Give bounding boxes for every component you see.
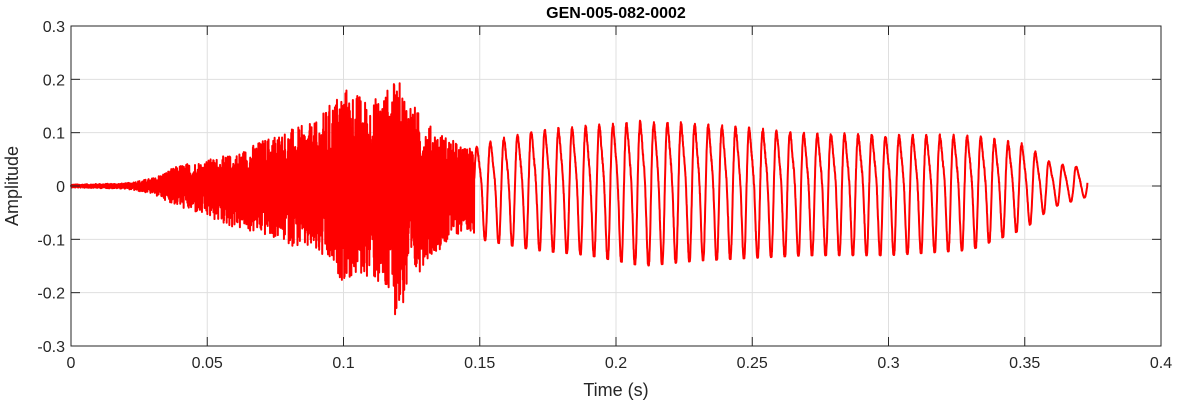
waveform-line [70, 82, 1089, 316]
x-tick-label: 0.35 [1009, 355, 1040, 372]
chart-title: GEN-005-082-0002 [546, 5, 686, 22]
tick-marks [70, 25, 1162, 347]
x-tick-label: 0 [67, 355, 76, 372]
x-tick-label: 0.1 [332, 355, 354, 372]
y-axis-label: Amplitude [2, 146, 22, 226]
x-tick-label: 0.3 [877, 355, 899, 372]
y-tick-label: -0.1 [37, 232, 65, 249]
x-tick-label: 0.05 [192, 355, 223, 372]
x-tick-label: 0.25 [737, 355, 768, 372]
x-axis-label: Time (s) [583, 380, 648, 400]
x-tick-labels: 0 0.05 0.1 0.15 0.2 0.25 0.3 0.35 0.4 [67, 355, 1173, 372]
x-tick-label: 0.2 [605, 355, 627, 372]
y-tick-label: 0 [56, 179, 65, 196]
y-tick-label: 0.3 [43, 19, 65, 36]
y-tick-labels: -0.3 -0.2 -0.1 0 0.1 0.2 0.3 [37, 19, 65, 356]
y-tick-label: 0.2 [43, 72, 65, 89]
y-tick-label: 0.1 [43, 126, 65, 143]
x-tick-label: 0.15 [464, 355, 495, 372]
plot-area [70, 82, 1089, 316]
y-tick-label: -0.3 [37, 339, 65, 356]
y-tick-label: -0.2 [37, 286, 65, 303]
x-tick-label: 0.4 [1150, 355, 1172, 372]
